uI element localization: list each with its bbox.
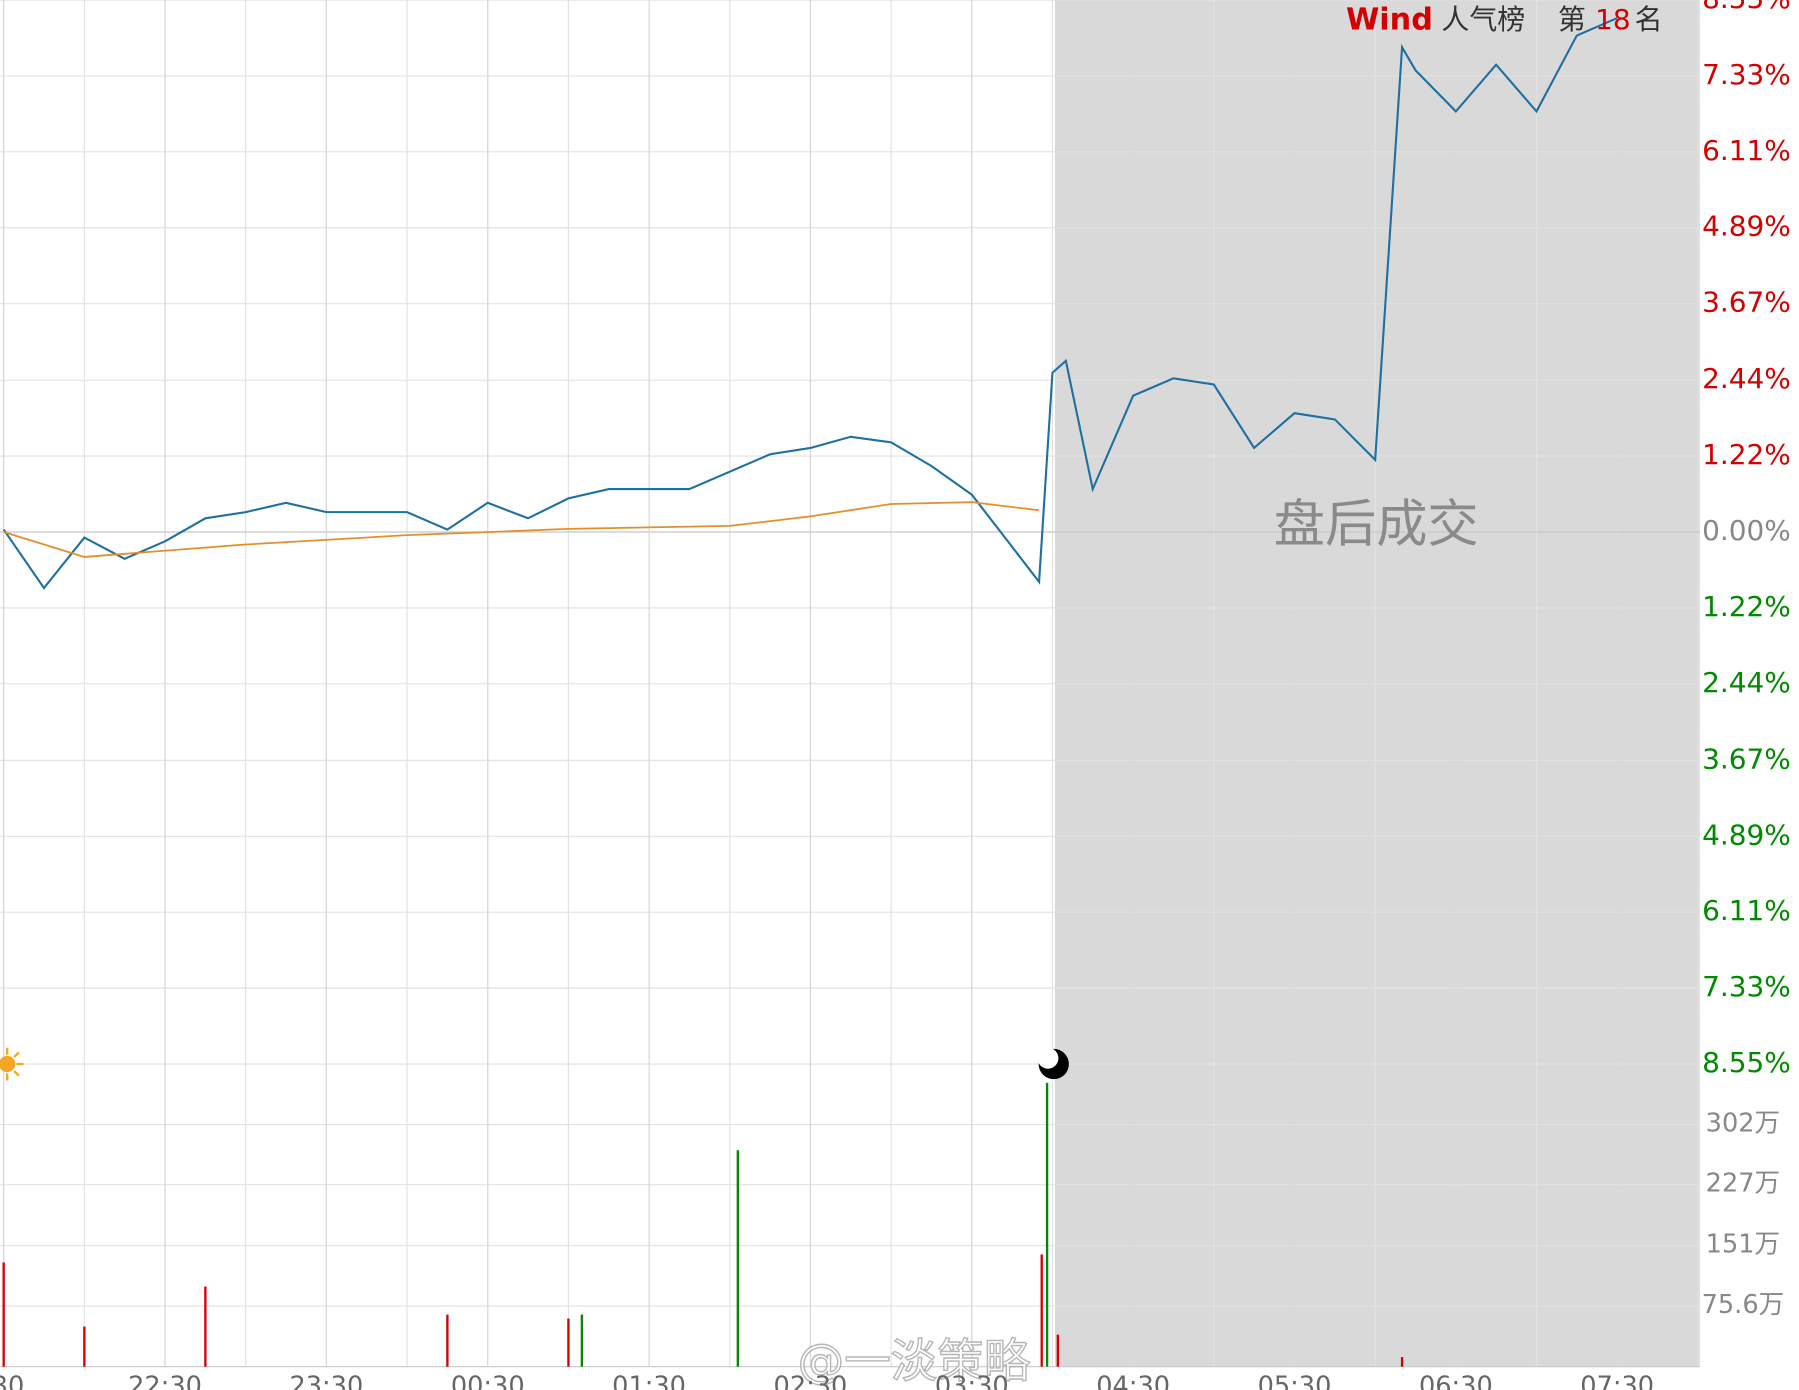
y-tick-label: 6.11% (1702, 134, 1791, 167)
y-tick-label: 8.55% (1702, 0, 1791, 15)
rank-suffix: 名 (1635, 3, 1663, 36)
volume-tick-label: 151万 (1706, 1230, 1781, 1260)
y-tick-label: 2.44% (1702, 362, 1791, 395)
x-tick-label: 02:30 (774, 1372, 848, 1390)
volume-bar (1040, 1254, 1043, 1367)
volume-bar (736, 1150, 739, 1367)
x-tick-label: 01:30 (612, 1372, 686, 1390)
x-tick-label: 05:30 (1258, 1372, 1332, 1390)
y-tick-label: 1.22% (1702, 590, 1791, 623)
x-tick-label: 00:30 (451, 1372, 525, 1390)
y-tick-label: 0.00% (1702, 514, 1791, 547)
volume-bar (446, 1314, 449, 1367)
x-tick-label: 07:30 (1580, 1372, 1654, 1390)
price-line (3, 501, 1040, 558)
board: 人气榜 (1441, 3, 1525, 36)
x-tick-label: 23:30 (289, 1372, 363, 1390)
y-tick-label: 4.89% (1702, 210, 1791, 243)
rank-prefix: 第 (1558, 3, 1586, 36)
x-tick-label: 06:30 (1419, 1372, 1493, 1390)
volume-bar (83, 1326, 86, 1367)
volume-bar (1056, 1334, 1060, 1367)
y-tick-label: 1.22% (1702, 438, 1791, 471)
volume-tick-label: 227万 (1706, 1169, 1781, 1199)
x-tick-label: 03:30 (935, 1372, 1009, 1390)
volume-bar (567, 1318, 570, 1367)
volume-bar (580, 1314, 584, 1367)
volume-bar (204, 1286, 207, 1367)
volume-bar (2, 1262, 5, 1367)
sun-icon (0, 1047, 24, 1081)
watermark: @一淡策略 (798, 1334, 1031, 1388)
after-hours-label: 盘后成交 (1274, 494, 1479, 554)
price-line (2, 17, 1618, 590)
y-tick-label: 2.44% (1702, 666, 1791, 699)
volume-tick-label: 302万 (1706, 1109, 1781, 1139)
volume-tick-label: 75.6万 (1702, 1290, 1785, 1320)
x-tick-label: :30 (0, 1372, 24, 1390)
y-tick-label: 3.67% (1702, 286, 1791, 319)
brand: Wind (1346, 2, 1433, 37)
y-tick-label: 7.33% (1702, 58, 1791, 91)
y-tick-label: 3.67% (1702, 742, 1791, 775)
y-tick-label: 8.55% (1702, 1046, 1791, 1079)
x-tick-label: 22:30 (128, 1372, 202, 1390)
moon-icon (1037, 1047, 1069, 1080)
volume-bar (1045, 1082, 1049, 1367)
volume-bar (1400, 1357, 1404, 1367)
y-tick-label: 4.89% (1702, 818, 1791, 851)
rank: 18 (1595, 3, 1631, 36)
x-tick-label: 04:30 (1096, 1372, 1170, 1390)
y-tick-label: 7.33% (1702, 970, 1791, 1003)
y-tick-label: 6.11% (1702, 894, 1791, 927)
